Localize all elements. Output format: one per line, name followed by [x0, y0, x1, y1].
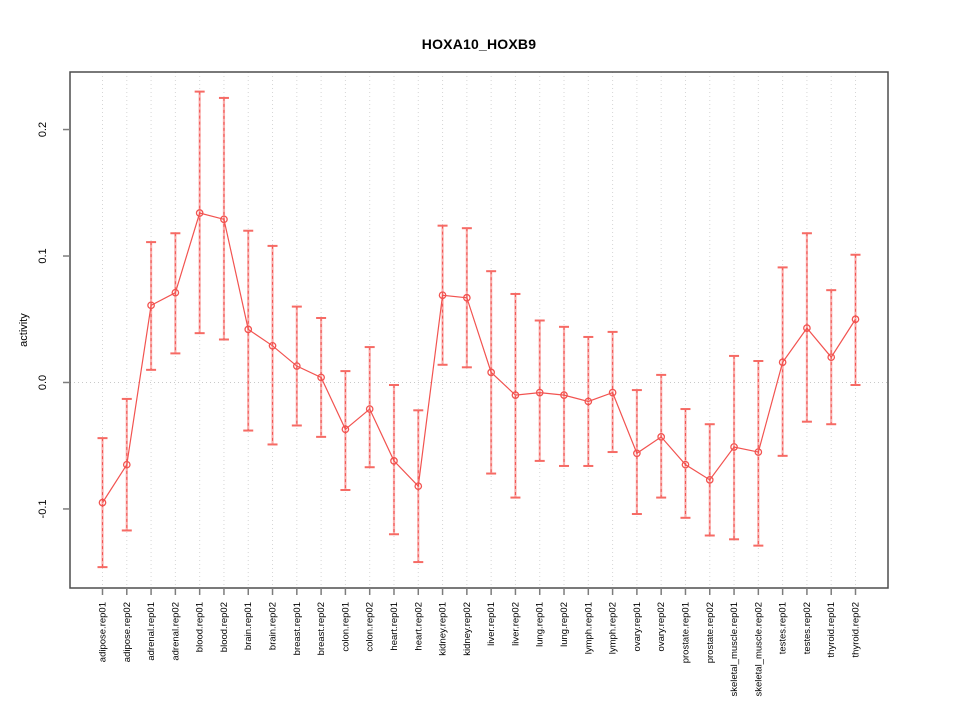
- x-tick-label: colon.rep01: [340, 602, 351, 652]
- x-tick-label: thyroid.rep01: [826, 602, 837, 657]
- x-tick-label: kidney.rep01: [438, 602, 449, 656]
- x-tick-label: heart.rep02: [413, 602, 424, 651]
- data-point: [220, 215, 228, 224]
- x-tick-label: adipose.rep01: [98, 602, 109, 662]
- x-tick-label: colon.rep02: [365, 602, 376, 652]
- data-point: [463, 293, 471, 302]
- data-point: [268, 341, 277, 350]
- x-tick-label: liver.rep02: [510, 602, 521, 646]
- x-tick-label: lung.rep02: [559, 602, 570, 647]
- x-tick-label: kidney.rep02: [462, 602, 473, 656]
- x-tick-label: blood.rep01: [195, 602, 206, 652]
- x-tick-label: adrenal.rep02: [170, 602, 181, 661]
- data-point: [803, 324, 811, 332]
- data-point: [365, 405, 374, 413]
- x-tick-label: prostate.rep02: [705, 602, 716, 663]
- data-point: [292, 362, 301, 370]
- data-point: [414, 482, 423, 491]
- x-tick-label: lung.rep01: [535, 602, 546, 647]
- data-point: [195, 209, 204, 217]
- data-point: [851, 315, 860, 324]
- x-tick-label: adipose.rep02: [122, 602, 133, 662]
- x-tick-label: heart.rep01: [389, 602, 400, 651]
- x-tick-label: breast.rep01: [292, 602, 303, 655]
- data-point: [730, 443, 738, 451]
- y-tick-label: 0.2: [37, 122, 49, 137]
- data-point: [535, 388, 544, 397]
- x-tick-label: ovary.rep01: [632, 602, 643, 651]
- data-point: [171, 288, 180, 297]
- data-point: [681, 460, 690, 469]
- x-tick-label: breast.rep02: [316, 602, 327, 655]
- x-tick-label: testes.rep01: [778, 602, 789, 654]
- data-point: [705, 476, 714, 484]
- data-point: [584, 397, 593, 406]
- x-tick-label: brain.rep01: [243, 602, 254, 650]
- data-point: [317, 373, 325, 382]
- data-point: [633, 449, 641, 458]
- data-point: [511, 391, 520, 399]
- data-point: [608, 388, 617, 397]
- data-point: [778, 358, 787, 367]
- x-tick-label: prostate.rep01: [680, 602, 691, 663]
- chart-title: HOXA10_HOXB9: [421, 36, 537, 52]
- data-point: [754, 448, 763, 456]
- data-point: [827, 353, 836, 362]
- y-tick-label: 0.1: [37, 248, 49, 263]
- x-tick-label: lymph.rep01: [583, 602, 594, 654]
- data-point: [122, 460, 131, 469]
- x-tick-label: testes.rep02: [802, 602, 813, 654]
- x-tick-label: adrenal.rep01: [146, 602, 157, 661]
- x-tick-label: lymph.rep02: [608, 602, 619, 654]
- data-point: [560, 391, 568, 399]
- data-point: [438, 291, 447, 300]
- data-point: [657, 433, 666, 441]
- x-tick-label: brain.rep02: [268, 602, 279, 650]
- series-line: [101, 212, 857, 503]
- x-tick-label: skeletal_muscle.rep02: [753, 602, 764, 697]
- y-axis-label: activity: [18, 313, 30, 347]
- data-point: [244, 325, 253, 334]
- y-tick-label: 0.0: [37, 375, 49, 390]
- data-point: [341, 425, 350, 434]
- y-tick-label: -0.1: [37, 499, 49, 518]
- plot-box: [69, 71, 889, 589]
- x-tick-label: ovary.rep02: [656, 602, 667, 651]
- x-tick-label: liver.rep01: [486, 602, 497, 646]
- x-tick-label: blood.rep02: [219, 602, 230, 652]
- data-point: [487, 368, 495, 377]
- data-point: [147, 301, 155, 310]
- data-point: [98, 498, 107, 507]
- x-tick-label: skeletal_muscle.rep01: [729, 602, 740, 697]
- x-tick-label: thyroid.rep02: [851, 602, 862, 657]
- data-point: [390, 457, 398, 465]
